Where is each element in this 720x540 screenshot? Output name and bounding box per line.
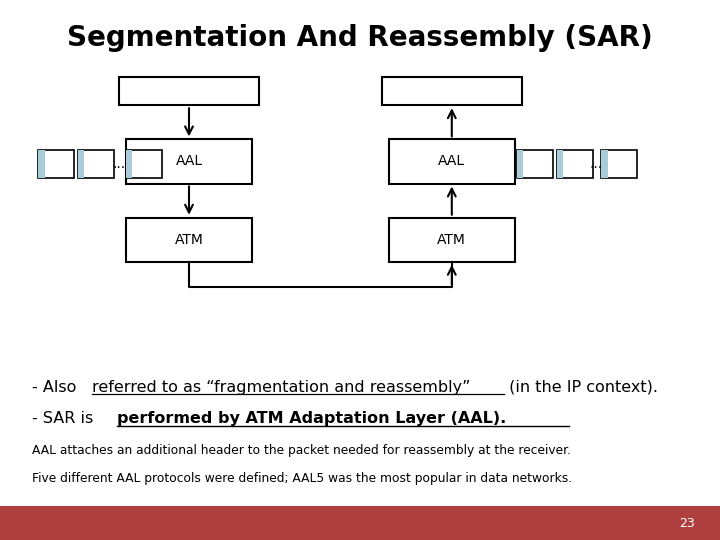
Text: Segmentation And Reassembly (SAR): Segmentation And Reassembly (SAR) bbox=[67, 24, 653, 52]
Text: AAL attaches an additional header to the packet needed for reassembly at the rec: AAL attaches an additional header to the… bbox=[32, 444, 572, 457]
Bar bbox=[601, 150, 637, 178]
Bar bbox=[38, 150, 45, 178]
Bar bbox=[389, 218, 515, 262]
Bar bbox=[126, 150, 132, 178]
Text: ...: ... bbox=[112, 157, 125, 171]
Bar bbox=[601, 150, 608, 178]
Bar bbox=[78, 150, 114, 178]
Text: - SAR is: - SAR is bbox=[32, 411, 99, 426]
Text: Five different AAL protocols were defined; AAL5 was the most popular in data net: Five different AAL protocols were define… bbox=[32, 472, 572, 485]
Bar bbox=[517, 150, 523, 178]
Text: performed by ATM Adaptation Layer (AAL).: performed by ATM Adaptation Layer (AAL). bbox=[117, 411, 507, 426]
Text: 23: 23 bbox=[679, 517, 695, 530]
Bar bbox=[126, 139, 252, 184]
Text: - Also: - Also bbox=[32, 380, 82, 395]
Text: AAL: AAL bbox=[176, 154, 202, 168]
Text: (in the IP context).: (in the IP context). bbox=[504, 380, 658, 395]
Bar bbox=[389, 139, 515, 184]
Text: ATM: ATM bbox=[437, 233, 467, 247]
Bar bbox=[382, 77, 522, 105]
Text: ...: ... bbox=[590, 157, 603, 171]
Bar bbox=[126, 218, 252, 262]
Text: ATM: ATM bbox=[174, 233, 204, 247]
Bar bbox=[517, 150, 553, 178]
Bar bbox=[126, 150, 162, 178]
Bar bbox=[78, 150, 84, 178]
Bar bbox=[557, 150, 563, 178]
Bar bbox=[557, 150, 593, 178]
Text: AAL: AAL bbox=[438, 154, 465, 168]
Bar bbox=[0, 506, 720, 540]
Bar bbox=[119, 77, 259, 105]
Text: referred to as “fragmentation and reassembly”: referred to as “fragmentation and reasse… bbox=[92, 380, 471, 395]
Bar bbox=[38, 150, 74, 178]
